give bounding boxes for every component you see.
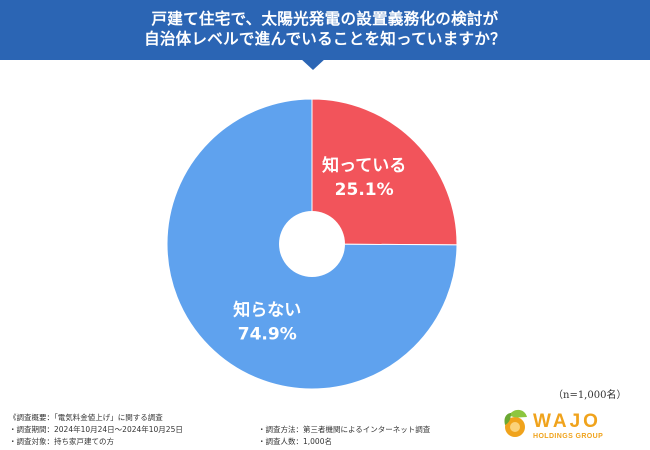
- logo-subtitle: HOLDINGS GROUP: [533, 433, 603, 440]
- slice-label-1: 知らない: [232, 299, 301, 320]
- slice-label-0: 知っている: [321, 155, 406, 176]
- chart-header: 戸建て住宅で、太陽光発電の設置義務化の検討が 自治体レベルで進んでいることを知っ…: [0, 0, 650, 60]
- survey-period: ・調査期間：2024年10月24日〜2024年10月25日: [9, 425, 183, 434]
- sample-size: （n=1,000名）: [553, 390, 627, 401]
- chart-title-line2: 自治体レベルで進んでいることを知っていますか？: [144, 30, 506, 48]
- survey-target: ・調査対象：持ち家戸建ての方: [9, 437, 114, 446]
- wajo-emblem-icon: [504, 409, 527, 437]
- survey-notes-left: 《調査概要：「電気料金値上げ」に関する調査 ・調査期間：2024年10月24日〜…: [9, 412, 183, 448]
- survey-method: ・調査方法：第三者機関によるインターネット調査: [258, 425, 431, 434]
- header-pointer: [300, 58, 326, 70]
- pie-slice-0: [311, 98, 458, 246]
- slice-value-0: 25.1%: [335, 180, 394, 200]
- survey-respondents: ・調査人数：1,000名: [258, 437, 332, 446]
- survey-notes-right: ・調査方法：第三者機関によるインターネット調査 ・調査人数：1,000名: [258, 424, 430, 448]
- slice-value-1: 74.9%: [238, 324, 297, 344]
- chart-title-line1: 戸建て住宅で、太陽光発電の設置義務化の検討が: [151, 10, 499, 28]
- donut-hole: [279, 211, 345, 277]
- logo-wordmark: WAJO: [533, 411, 601, 432]
- survey-overview: 《調査概要：「電気料金値上げ」に関する調査: [9, 413, 163, 422]
- wajo-logo: WAJO HOLDINGS GROUP: [504, 409, 603, 440]
